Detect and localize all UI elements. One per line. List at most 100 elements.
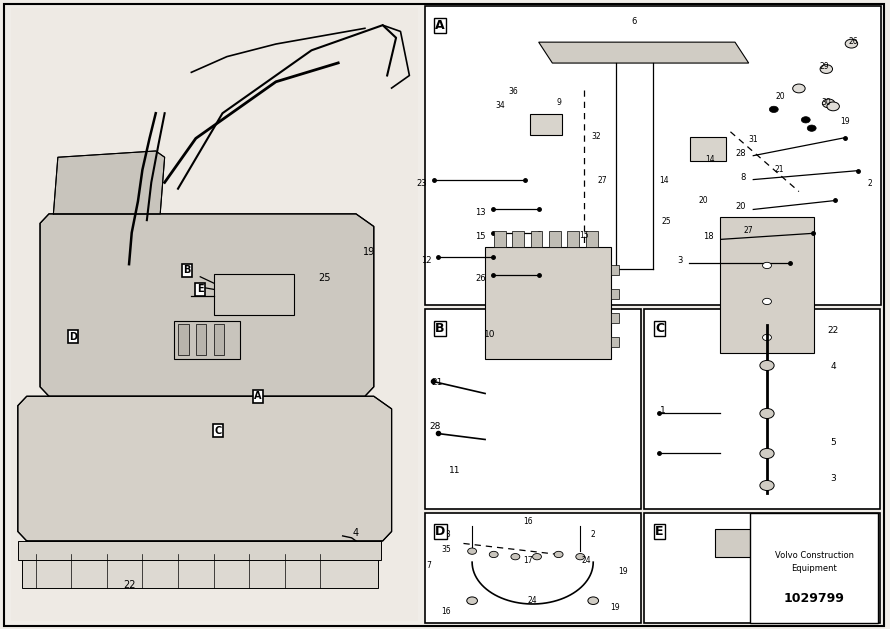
Text: Diesel-Engines: Diesel-Engines bbox=[456, 367, 523, 413]
Text: Diesel-Engines: Diesel-Engines bbox=[304, 116, 372, 161]
Text: 20: 20 bbox=[736, 203, 746, 211]
Text: D: D bbox=[69, 331, 77, 342]
Text: 紫发动力: 紫发动力 bbox=[237, 191, 262, 211]
Bar bbox=[549, 231, 561, 247]
Text: Diesel-Engines: Diesel-Engines bbox=[162, 153, 230, 199]
Bar bbox=[567, 231, 579, 247]
Text: 10: 10 bbox=[483, 330, 495, 340]
Text: 20: 20 bbox=[699, 196, 708, 206]
Text: 22: 22 bbox=[123, 580, 135, 590]
Circle shape bbox=[793, 84, 805, 93]
Text: 17: 17 bbox=[523, 556, 533, 565]
Text: B: B bbox=[183, 265, 190, 276]
Text: 26: 26 bbox=[849, 36, 859, 46]
Circle shape bbox=[466, 597, 477, 604]
Text: Diesel-Engines: Diesel-Engines bbox=[144, 405, 212, 450]
Circle shape bbox=[760, 360, 774, 370]
Circle shape bbox=[532, 554, 541, 560]
Text: Diesel-Engines: Diesel-Engines bbox=[696, 260, 764, 306]
Text: 5: 5 bbox=[830, 438, 836, 447]
Text: 21: 21 bbox=[432, 379, 443, 387]
Text: 25: 25 bbox=[319, 273, 331, 283]
Text: 紫发动力: 紫发动力 bbox=[237, 317, 262, 337]
Text: Diesel-Engines: Diesel-Engines bbox=[304, 242, 372, 287]
Bar bbox=[178, 324, 189, 355]
Circle shape bbox=[760, 408, 774, 418]
Text: 1: 1 bbox=[660, 406, 666, 416]
Bar bbox=[530, 231, 542, 247]
Circle shape bbox=[554, 551, 563, 557]
Text: 8: 8 bbox=[740, 172, 746, 182]
Text: 22: 22 bbox=[828, 326, 838, 335]
Text: B: B bbox=[435, 322, 445, 335]
Text: C: C bbox=[655, 322, 664, 335]
Bar bbox=[425, 6, 881, 305]
Text: 19: 19 bbox=[619, 567, 628, 576]
Circle shape bbox=[807, 125, 816, 131]
Circle shape bbox=[490, 551, 498, 557]
Text: 36: 36 bbox=[509, 87, 519, 96]
Text: E: E bbox=[197, 284, 204, 294]
Text: 紫发动力: 紫发动力 bbox=[77, 481, 101, 501]
Text: 紫发动力: 紫发动力 bbox=[59, 229, 84, 249]
Text: 4: 4 bbox=[830, 362, 836, 372]
Text: 4: 4 bbox=[353, 528, 359, 538]
Text: 23: 23 bbox=[808, 525, 820, 535]
Bar bbox=[174, 321, 240, 359]
Text: Diesel-Engines: Diesel-Engines bbox=[162, 531, 230, 576]
Bar bbox=[720, 218, 814, 353]
Text: 1029799: 1029799 bbox=[784, 592, 845, 605]
Polygon shape bbox=[40, 214, 374, 396]
Text: Diesel-Engines: Diesel-Engines bbox=[456, 242, 523, 287]
Bar bbox=[196, 324, 206, 355]
Text: 31: 31 bbox=[748, 135, 758, 144]
Text: 28: 28 bbox=[430, 423, 441, 431]
Text: 24: 24 bbox=[582, 556, 592, 565]
Text: 30: 30 bbox=[821, 98, 831, 107]
Bar bbox=[11, 8, 418, 621]
Text: A: A bbox=[435, 19, 445, 32]
Text: 14: 14 bbox=[705, 155, 715, 164]
Circle shape bbox=[760, 448, 774, 459]
Bar bbox=[644, 513, 880, 623]
Text: 紫发动力: 紫发动力 bbox=[655, 336, 680, 356]
Text: 27: 27 bbox=[598, 175, 607, 184]
Bar bbox=[18, 541, 381, 560]
Text: 19: 19 bbox=[363, 247, 376, 257]
Text: 7: 7 bbox=[426, 560, 432, 570]
Text: 紫发动力: 紫发动力 bbox=[566, 443, 591, 463]
Text: C: C bbox=[214, 426, 222, 436]
Circle shape bbox=[801, 116, 810, 123]
Text: 15: 15 bbox=[475, 232, 486, 241]
Text: Diesel-Engines: Diesel-Engines bbox=[696, 386, 764, 431]
Text: 3: 3 bbox=[830, 474, 836, 484]
Bar bbox=[425, 513, 641, 623]
Bar bbox=[214, 324, 224, 355]
Text: 紫发动力: 紫发动力 bbox=[59, 355, 84, 375]
Text: 紫发动力: 紫发动力 bbox=[655, 84, 680, 104]
Bar bbox=[611, 265, 619, 276]
Text: 18: 18 bbox=[704, 232, 714, 242]
Text: 紫发动力: 紫发动力 bbox=[237, 65, 262, 86]
Polygon shape bbox=[53, 151, 165, 214]
Text: 13: 13 bbox=[475, 208, 486, 217]
Text: 紫发动力: 紫发动力 bbox=[566, 191, 591, 211]
Circle shape bbox=[769, 106, 778, 113]
Text: 6: 6 bbox=[632, 17, 637, 26]
Bar bbox=[586, 231, 597, 247]
Text: 2: 2 bbox=[868, 179, 872, 187]
Text: 15: 15 bbox=[579, 231, 589, 240]
Polygon shape bbox=[18, 396, 392, 541]
Bar bbox=[690, 137, 726, 161]
Circle shape bbox=[576, 554, 585, 560]
Circle shape bbox=[763, 298, 772, 304]
Text: Diesel-Engines: Diesel-Engines bbox=[304, 367, 372, 413]
Text: 紫发动力: 紫发动力 bbox=[566, 317, 591, 337]
Bar bbox=[611, 338, 619, 347]
Text: Diesel-Engines: Diesel-Engines bbox=[162, 279, 230, 325]
Bar bbox=[494, 231, 506, 247]
Text: 20: 20 bbox=[776, 92, 786, 101]
Text: 19: 19 bbox=[840, 117, 849, 126]
Circle shape bbox=[820, 65, 832, 74]
Circle shape bbox=[511, 554, 520, 560]
